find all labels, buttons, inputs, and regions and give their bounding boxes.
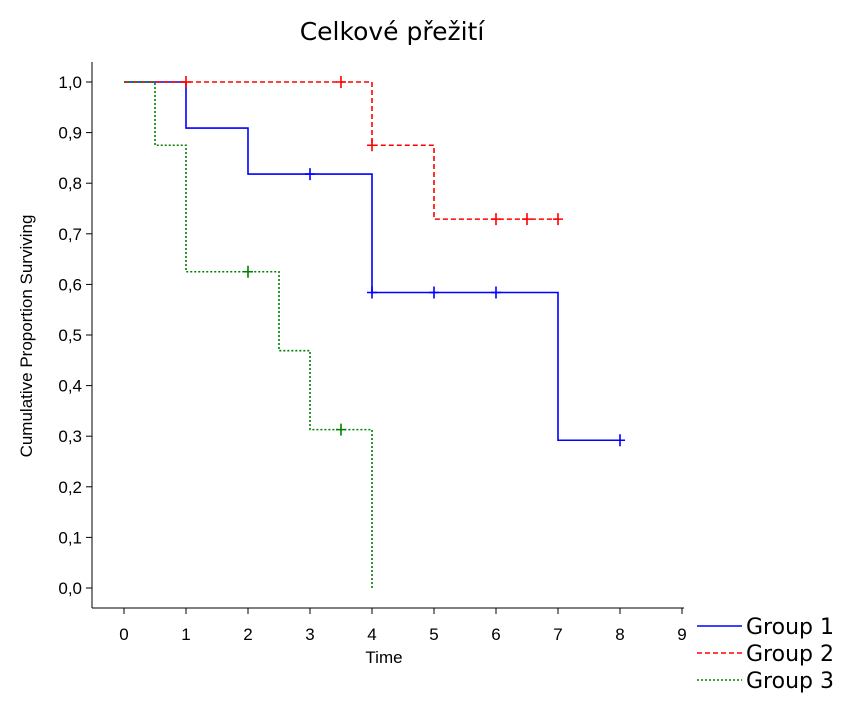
- series-2: [124, 76, 563, 226]
- series-3: [124, 81, 373, 588]
- y-tick-label: 0,3: [58, 427, 82, 446]
- x-axis-label: Time: [365, 648, 402, 667]
- x-tick-label: 0: [119, 625, 128, 644]
- legend-label: Group 2: [746, 642, 834, 667]
- series-line: [124, 81, 620, 442]
- censor-mark: [243, 265, 253, 278]
- censor-mark: [522, 213, 532, 226]
- y-tick-label: 0,7: [58, 225, 82, 244]
- axes: 0,0 0,1 0,2 0,3 0,4 0,5 0,6 0,7 0,8 0,9 1,0 0 1 2 3 4 5 6…: [58, 62, 687, 644]
- x-tick-label: 4: [367, 625, 376, 644]
- y-tick-label: 0,2: [58, 478, 82, 497]
- series-line: [124, 81, 373, 588]
- censor-mark: [181, 76, 191, 88]
- y-tick-label: 0,6: [58, 275, 82, 294]
- series-line: [124, 81, 558, 220]
- censor-mark: [336, 76, 346, 88]
- censor-mark: [553, 213, 563, 226]
- legend-label: Group 1: [746, 615, 834, 640]
- y-axis-label: Cumulative Proportion Surviving: [17, 215, 36, 458]
- legend-label: Group 3: [746, 669, 834, 694]
- censor-mark: [336, 423, 346, 436]
- y-tick-label: 0,9: [58, 124, 82, 143]
- x-tick-label: 9: [677, 625, 686, 644]
- x-tick-label: 3: [305, 625, 314, 644]
- censor-mark: [429, 286, 439, 299]
- censor-mark: [367, 139, 377, 152]
- x-tick-label: 5: [429, 625, 438, 644]
- y-tick-label: 0,4: [58, 377, 82, 396]
- censor-mark: [491, 213, 501, 226]
- x-tick-label: 6: [491, 625, 500, 644]
- series-1: [124, 81, 625, 447]
- y-tick-label: 1,0: [58, 73, 82, 92]
- x-tick-label: 1: [181, 625, 190, 644]
- y-tick-label: 0,5: [58, 326, 82, 345]
- x-tick-label: 7: [553, 625, 562, 644]
- x-tick-label: 8: [615, 625, 624, 644]
- legend-item-3: Group 3: [697, 669, 834, 694]
- series-layer: [124, 76, 625, 588]
- legend-item-2: Group 2: [697, 642, 834, 667]
- censor-mark: [491, 286, 501, 299]
- legend-item-1: Group 1: [697, 615, 834, 640]
- y-tick-label: 0,0: [58, 579, 82, 598]
- x-tick-label: 2: [243, 625, 252, 644]
- censor-mark: [615, 434, 625, 447]
- chart-title: Celkové přežití: [300, 17, 486, 46]
- y-tick-label: 0,8: [58, 174, 82, 193]
- censor-mark: [367, 286, 377, 299]
- y-tick-label: 0,1: [58, 528, 82, 547]
- censor-mark: [305, 168, 315, 181]
